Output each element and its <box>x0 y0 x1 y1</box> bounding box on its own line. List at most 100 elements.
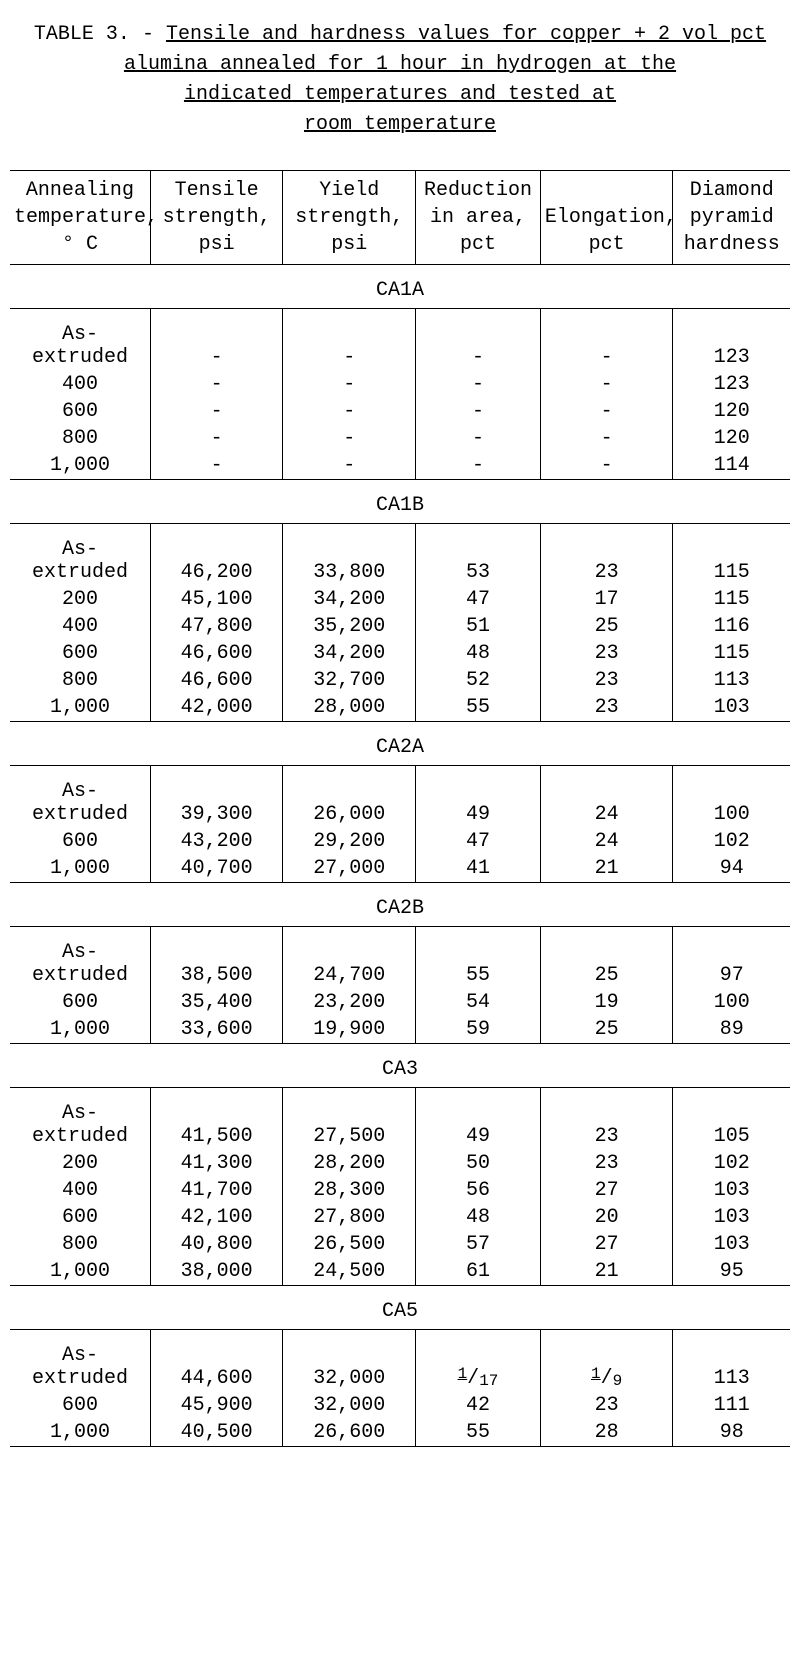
table-cell: - <box>150 425 283 452</box>
table-cell: 34,200 <box>283 586 416 613</box>
table-cell: 61 <box>416 1258 541 1286</box>
table-cell: 19,900 <box>283 1016 416 1044</box>
table-cell: 89 <box>673 1016 790 1044</box>
table-cell: 600 <box>10 640 150 667</box>
table-cell: 94 <box>673 855 790 883</box>
table-caption: TABLE 3. - Tensile and hardness values f… <box>10 20 790 140</box>
table-cell: 800 <box>10 667 150 694</box>
table-cell: - <box>283 398 416 425</box>
col-header: Reductionin area,pct <box>416 171 541 265</box>
table-cell: - <box>283 321 416 371</box>
col-header: Yieldstrength,psi <box>283 171 416 265</box>
table-row: As-extruded41,50027,5004923105 <box>10 1100 790 1150</box>
table-cell: 98 <box>673 1419 790 1447</box>
table-cell: 21 <box>540 855 673 883</box>
table-row: 1,00038,00024,500612195 <box>10 1258 790 1286</box>
table-cell: 600 <box>10 1392 150 1419</box>
table-cell: 55 <box>416 939 541 989</box>
table-cell: 23 <box>540 1100 673 1150</box>
table-cell: 32,700 <box>283 667 416 694</box>
table-cell: 1,000 <box>10 694 150 722</box>
col-header: Diamondpyramidhardness <box>673 171 790 265</box>
caption-line4: room temperature <box>304 113 496 136</box>
table-cell: 27,500 <box>283 1100 416 1150</box>
table-cell: 54 <box>416 989 541 1016</box>
table-cell: 28,000 <box>283 694 416 722</box>
table-cell: 116 <box>673 613 790 640</box>
data-table: Annealingtemperature,° C Tensilestrength… <box>10 170 790 1447</box>
table-cell: 800 <box>10 1231 150 1258</box>
table-cell: 46,200 <box>150 536 283 586</box>
table-cell: 21 <box>540 1258 673 1286</box>
table-cell: 200 <box>10 1150 150 1177</box>
table-cell: - <box>283 452 416 480</box>
table-cell: 95 <box>673 1258 790 1286</box>
table-cell: - <box>416 371 541 398</box>
table-cell: 48 <box>416 1204 541 1231</box>
table-cell: 26,000 <box>283 778 416 828</box>
table-cell: 38,500 <box>150 939 283 989</box>
table-cell: As-extruded <box>10 778 150 828</box>
table-cell: 400 <box>10 613 150 640</box>
table-row: As-extruded39,30026,0004924100 <box>10 778 790 828</box>
table-cell: - <box>540 425 673 452</box>
table-cell: 41 <box>416 855 541 883</box>
table-cell: 600 <box>10 828 150 855</box>
table-cell: 1,000 <box>10 855 150 883</box>
section-label: CA2A <box>10 722 790 766</box>
table-row: 1,00040,70027,000412194 <box>10 855 790 883</box>
table-cell: 25 <box>540 613 673 640</box>
table-cell: 1,000 <box>10 1419 150 1447</box>
table-cell: 59 <box>416 1016 541 1044</box>
table-cell: 103 <box>673 1177 790 1204</box>
table-cell: 51 <box>416 613 541 640</box>
table-cell: 120 <box>673 425 790 452</box>
table-cell: 44,600 <box>150 1342 283 1392</box>
table-cell: 23 <box>540 694 673 722</box>
table-cell: As-extruded <box>10 939 150 989</box>
table-cell: - <box>540 398 673 425</box>
table-cell: 23 <box>540 640 673 667</box>
table-row: 1,00040,50026,600552898 <box>10 1419 790 1447</box>
table-cell: 35,400 <box>150 989 283 1016</box>
table-cell: 115 <box>673 536 790 586</box>
table-cell: 103 <box>673 1231 790 1258</box>
table-cell: 114 <box>673 452 790 480</box>
table-cell: 100 <box>673 778 790 828</box>
table-cell: 123 <box>673 371 790 398</box>
table-row: 400----123 <box>10 371 790 398</box>
table-row: 600----120 <box>10 398 790 425</box>
table-cell: 47 <box>416 828 541 855</box>
table-cell: 28 <box>540 1419 673 1447</box>
table-row: As-extruded----123 <box>10 321 790 371</box>
table-cell: 56 <box>416 1177 541 1204</box>
table-row: 60043,20029,2004724102 <box>10 828 790 855</box>
table-row: 1,00042,00028,0005523103 <box>10 694 790 722</box>
table-cell: 105 <box>673 1100 790 1150</box>
table-cell: 100 <box>673 989 790 1016</box>
table-cell: 46,600 <box>150 640 283 667</box>
table-cell: 120 <box>673 398 790 425</box>
table-row: 1,00033,60019,900592589 <box>10 1016 790 1044</box>
col-header: Annealingtemperature,° C <box>10 171 150 265</box>
table-cell: 23,200 <box>283 989 416 1016</box>
table-cell: 41,700 <box>150 1177 283 1204</box>
caption-lead: TABLE 3. - <box>34 23 166 46</box>
table-cell: 33,800 <box>283 536 416 586</box>
section-label: CA3 <box>10 1044 790 1088</box>
table-row: 60035,40023,2005419100 <box>10 989 790 1016</box>
table-cell: 53 <box>416 536 541 586</box>
section-label: CA1A <box>10 265 790 309</box>
table-cell: 40,700 <box>150 855 283 883</box>
table-cell: 26,500 <box>283 1231 416 1258</box>
table-cell: As-extruded <box>10 1100 150 1150</box>
table-cell: - <box>416 398 541 425</box>
table-cell: 46,600 <box>150 667 283 694</box>
table-cell: - <box>150 321 283 371</box>
table-cell: 600 <box>10 989 150 1016</box>
table-row: 60045,90032,0004223111 <box>10 1392 790 1419</box>
table-cell: 41,500 <box>150 1100 283 1150</box>
table-cell: 97 <box>673 939 790 989</box>
table-cell: 39,300 <box>150 778 283 828</box>
table-cell: 23 <box>540 1150 673 1177</box>
